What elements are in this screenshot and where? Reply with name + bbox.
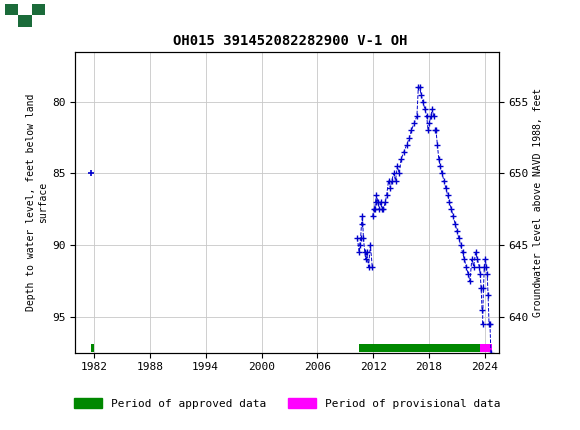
Bar	[18, 4, 32, 15]
Bar	[32, 4, 45, 15]
Bar	[18, 15, 32, 27]
Bar	[5, 4, 18, 15]
Bar	[5, 4, 45, 27]
Text: OH015 391452082282900 V-1 OH: OH015 391452082282900 V-1 OH	[173, 34, 407, 48]
Legend: Period of approved data, Period of provisional data: Period of approved data, Period of provi…	[70, 394, 505, 413]
Y-axis label: Groundwater level above NAVD 1988, feet: Groundwater level above NAVD 1988, feet	[533, 88, 543, 316]
Y-axis label: Depth to water level, feet below land
surface: Depth to water level, feet below land su…	[27, 93, 48, 311]
Text: USGS: USGS	[52, 8, 99, 23]
Bar	[5, 15, 18, 27]
Bar	[32, 15, 45, 27]
